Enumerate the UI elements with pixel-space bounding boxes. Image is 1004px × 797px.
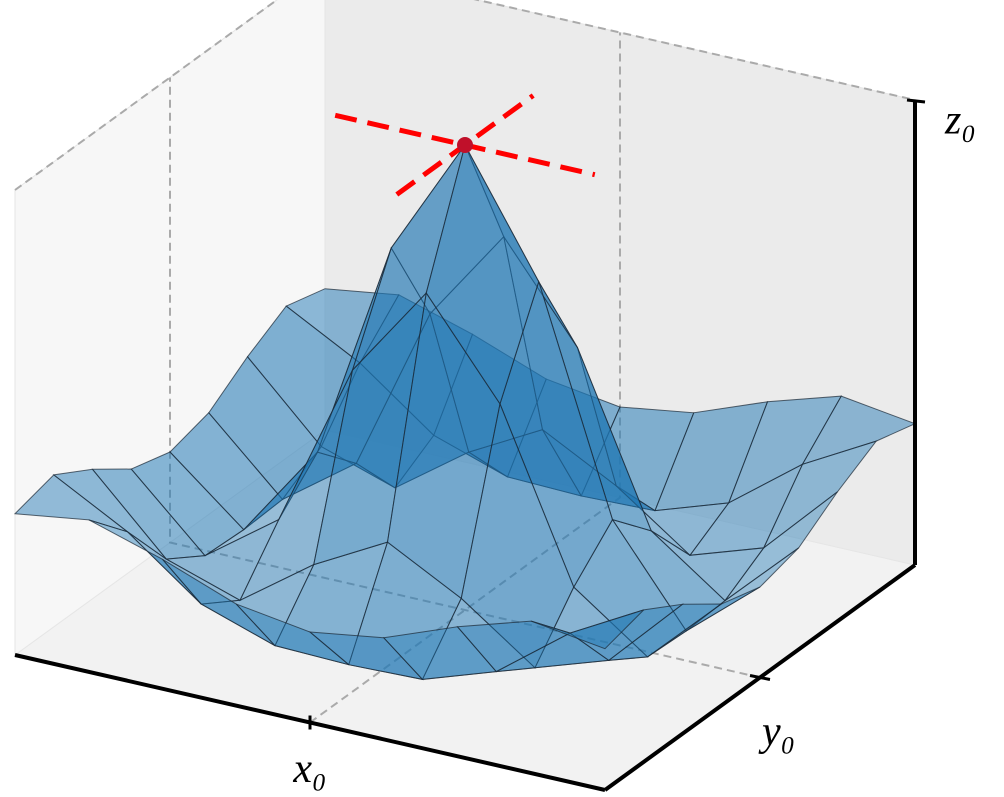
x-tick-label: x₀ [292, 746, 326, 792]
z-tick-label: z₀ [944, 98, 976, 144]
y-tick-label: y₀ [758, 709, 795, 755]
z-tick [906, 98, 926, 104]
grid-line [14, 0, 916, 191]
surface-patch [531, 609, 645, 650]
y-tick [749, 674, 771, 681]
point [457, 137, 473, 153]
surface-patch [425, 143, 540, 406]
